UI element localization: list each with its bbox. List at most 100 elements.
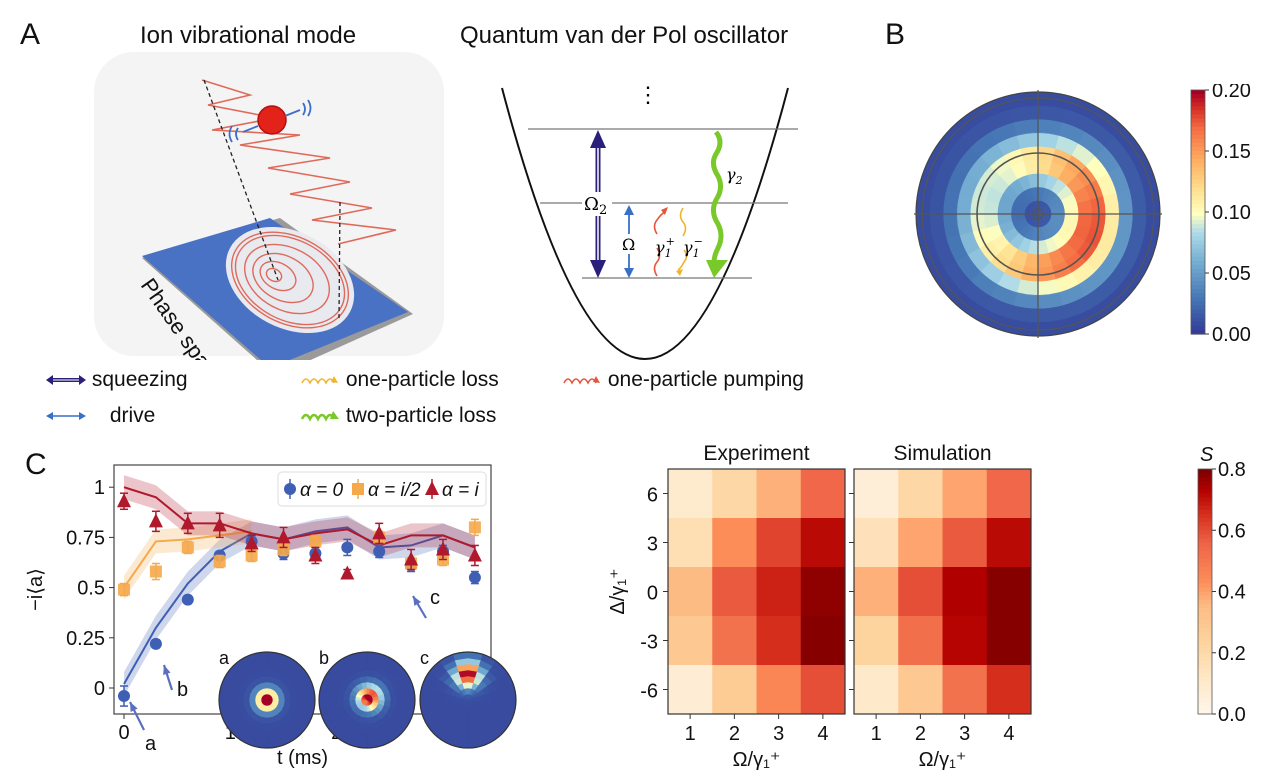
colorbar-segment <box>1198 620 1212 625</box>
colorbar-segment <box>1198 562 1212 568</box>
colorbar-segment <box>1198 481 1212 486</box>
heatmap-cell <box>986 518 1032 568</box>
y-axis-label: −i⟨a⟩ <box>25 568 47 611</box>
data-point <box>181 541 194 554</box>
polar-cell <box>956 213 973 236</box>
drive-legend-icon <box>46 412 86 421</box>
colorbar-segment <box>1198 701 1212 707</box>
colorbar-segment <box>1191 134 1205 140</box>
heatmap-cell <box>942 616 988 666</box>
heatmap-cell <box>942 665 988 715</box>
heatmap-cell <box>854 665 899 715</box>
heatmap-cell <box>986 616 1032 666</box>
colorbar-segment <box>1198 567 1212 572</box>
colorbar-segment <box>1191 203 1205 209</box>
legend-marker <box>284 483 296 495</box>
chart-legend: α = 0 α = i/2 α = i <box>277 471 487 507</box>
data-point <box>468 571 481 584</box>
data-point <box>118 583 130 596</box>
colorbar-segment <box>1191 289 1205 294</box>
two-particle-loss-icon <box>710 130 724 263</box>
data-point <box>404 551 419 566</box>
colorbar-segment <box>1198 591 1212 597</box>
panel-label-c: C <box>25 448 47 481</box>
colorbar-segment <box>1191 248 1205 254</box>
confidence-band <box>124 519 252 600</box>
heatmap-title: Experiment <box>703 442 809 465</box>
heatmap-cell <box>854 469 899 519</box>
heatmap-cell <box>854 518 899 568</box>
data-point <box>308 547 323 562</box>
legend-label: α = 0 <box>300 480 343 501</box>
squeezing-legend-icon <box>46 375 86 386</box>
omega2-label: Ω2 <box>584 194 607 218</box>
colorbar-segment <box>1198 493 1212 499</box>
colorbar-segment <box>1198 485 1212 491</box>
colorbar-segment <box>1198 705 1212 711</box>
y-tick-label: 1 <box>94 477 105 499</box>
colorbar-segment <box>1191 110 1205 115</box>
colorbar-segment <box>1191 98 1205 103</box>
colorbar-segment <box>1191 191 1205 197</box>
colorbar-segment <box>1191 317 1205 323</box>
x-tick-label: 2 <box>729 723 740 745</box>
colorbar-segment <box>1191 329 1205 335</box>
two-particle-loss-legend-icon <box>300 411 339 423</box>
colorbar-segment <box>1191 256 1205 262</box>
colorbar-segment <box>1191 122 1205 128</box>
projection-line <box>338 201 341 319</box>
colorbar-segment <box>1198 697 1212 703</box>
colorbar-tick-label: 0.15 <box>1212 141 1251 163</box>
colorbar-label: S <box>1200 444 1214 466</box>
data-point <box>340 565 355 580</box>
colorbar-segment <box>1191 94 1205 99</box>
colorbar-segment <box>1198 583 1212 589</box>
inset-label: c <box>420 648 429 668</box>
legend-item-one-particle-pumping: one-particle pumping <box>562 368 804 392</box>
legend-item-one-particle-loss: one-particle loss <box>300 368 499 392</box>
annotation-arrowhead <box>130 702 138 712</box>
data-point <box>467 547 482 562</box>
panel-label-a: A <box>20 18 41 51</box>
colorbar-segment <box>1191 281 1205 286</box>
colorbar-segment <box>1191 220 1205 225</box>
x-tick-label: 0 <box>118 722 129 744</box>
wigner-inset: a <box>218 648 316 749</box>
colorbar-segment <box>1198 656 1212 662</box>
colorbar-segment <box>1191 313 1205 319</box>
colorbar-segment <box>1191 146 1205 152</box>
energy-ladder-diagram: ⋮ Ω2 Ω γ1+ γ1− γ2 <box>501 82 798 360</box>
colorbar-segment <box>1198 518 1212 523</box>
colorbar-segment <box>1198 665 1212 670</box>
x-tick-label: 4 <box>817 723 828 745</box>
data-point <box>180 515 195 530</box>
omega-label: Ω <box>622 235 635 254</box>
colorbar-segment <box>1198 673 1212 678</box>
gamma1-minus-label: γ1− <box>683 235 703 260</box>
colorbar-segment <box>1191 187 1205 193</box>
colorbar-segment <box>1191 155 1205 160</box>
heatmap-cell <box>756 518 802 568</box>
vdp-title: Quantum van der Pol oscillator <box>460 22 789 49</box>
data-point <box>373 545 386 558</box>
polar-cell <box>1037 279 1060 296</box>
data-point <box>117 493 131 508</box>
one-particle-pumping-legend-icon <box>563 376 600 386</box>
wigner-inset: b <box>318 648 416 749</box>
colorbar-segment <box>1191 325 1205 331</box>
inset-label: a <box>219 648 230 668</box>
colorbar-segment <box>1198 534 1212 540</box>
x-tick-label: 2 <box>915 723 926 745</box>
data-point <box>309 535 322 548</box>
y-tick-label: 0 <box>647 583 658 605</box>
ion-mode-title: Ion vibrational mode <box>140 22 357 49</box>
heatmap-cell <box>898 469 943 519</box>
colorbar-segment <box>1198 689 1212 695</box>
colorbar-segment <box>1198 509 1212 515</box>
data-point <box>468 521 481 534</box>
legend-item-squeezing: squeezing <box>46 368 188 392</box>
legend-marker <box>425 481 439 495</box>
y-tick-label: 0.5 <box>77 578 105 600</box>
heatmap-cell <box>712 518 757 568</box>
